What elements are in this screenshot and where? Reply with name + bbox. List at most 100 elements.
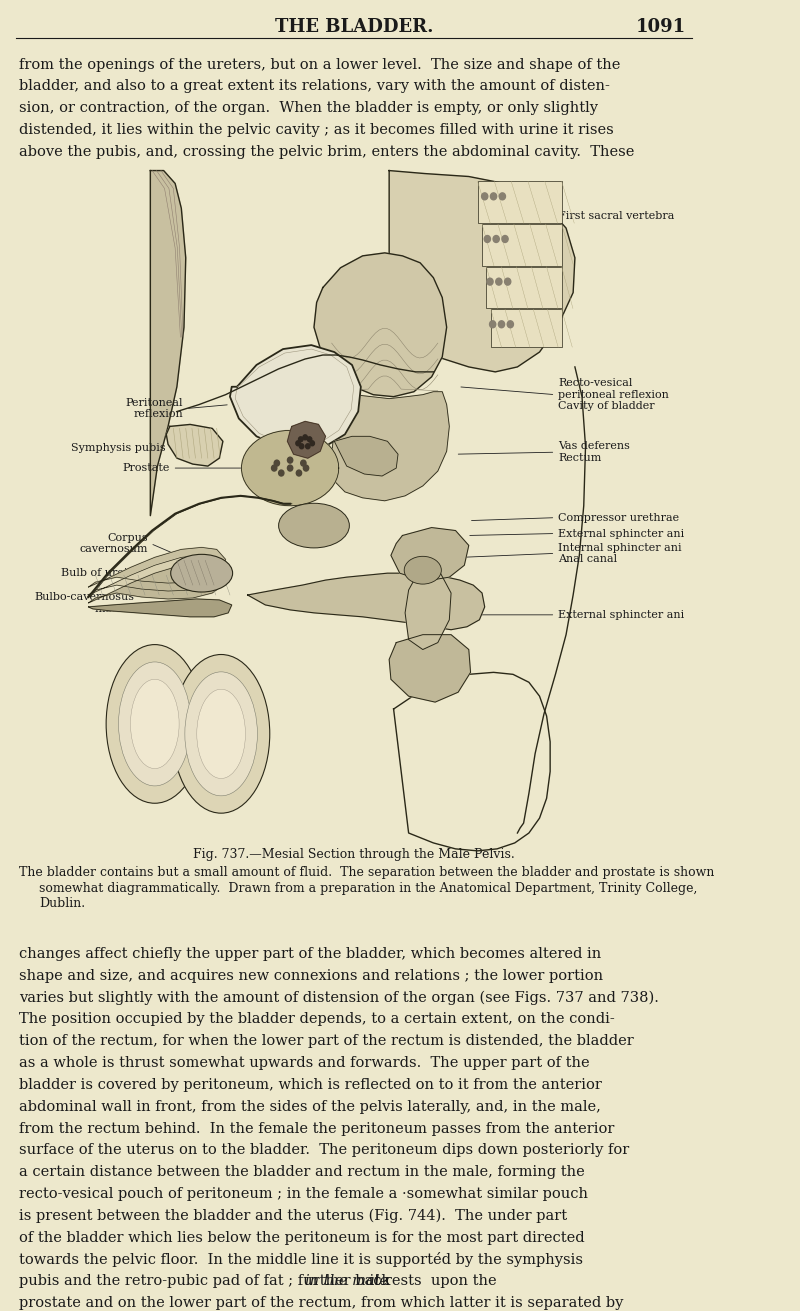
Circle shape [307,437,312,442]
Circle shape [496,278,502,284]
Text: distended, it lies within the pelvic cavity ; as it becomes filled with urine it: distended, it lies within the pelvic cav… [19,123,614,136]
Text: bladder, and also to a great extent its relations, vary with the amount of diste: bladder, and also to a great extent its … [19,80,610,93]
Circle shape [271,465,277,471]
Polygon shape [230,345,361,451]
Text: THE BLADDER.: THE BLADDER. [274,18,433,35]
Text: tion of the rectum, for when the lower part of the rectum is distended, the blad: tion of the rectum, for when the lower p… [19,1034,634,1049]
Circle shape [502,236,508,243]
Circle shape [301,460,306,467]
Text: somewhat diagrammatically.  Drawn from a preparation in the Anatomical Departmen: somewhat diagrammatically. Drawn from a … [39,881,698,894]
Text: towards the pelvic floor.  In the middle line it is supportéd by the symphysis: towards the pelvic floor. In the middle … [19,1252,583,1268]
Text: it rests  upon the: it rests upon the [365,1274,497,1289]
Text: Prostate: Prostate [122,463,170,473]
Circle shape [287,458,293,463]
Text: prostate and on the lower part of the rectum, from which latter it is separated : prostate and on the lower part of the re… [19,1297,624,1310]
Text: of the bladder which lies below the peritoneum is for the most part directed: of the bladder which lies below the peri… [19,1231,585,1244]
Ellipse shape [118,662,191,785]
Ellipse shape [197,690,246,779]
Circle shape [499,193,506,199]
Text: changes affect chiefly the upper part of the bladder, which becomes altered in: changes affect chiefly the upper part of… [19,947,602,961]
Circle shape [310,440,314,446]
Text: Symphysis pubis: Symphysis pubis [70,443,166,454]
Circle shape [505,278,510,284]
Text: abdominal wall in front, from the sides of the pelvis laterally, and, in the mal: abdominal wall in front, from the sides … [19,1100,602,1114]
Text: Compressor urethrae: Compressor urethrae [558,513,679,523]
Polygon shape [89,564,226,603]
Circle shape [303,465,309,471]
Polygon shape [89,556,226,595]
Text: is present between the bladder and the uterus (Fig. 744).  The under part: is present between the bladder and the u… [19,1209,567,1223]
Circle shape [484,236,490,243]
Polygon shape [391,527,469,581]
Polygon shape [314,253,446,397]
Ellipse shape [404,556,442,585]
Text: surface of the uterus on to the bladder.  The peritoneum dips down posteriorly f: surface of the uterus on to the bladder.… [19,1143,630,1158]
Text: above the pubis, and, crossing the pelvic brim, enters the abdominal cavity.  Th: above the pubis, and, crossing the pelvi… [19,144,635,159]
Text: varies but slightly with the amount of distension of the organ (see Figs. 737 an: varies but slightly with the amount of d… [19,991,659,1006]
Text: recto-vesical pouch of peritoneum ; in the female a ·somewhat similar pouch: recto-vesical pouch of peritoneum ; in t… [19,1186,589,1201]
Polygon shape [242,430,338,506]
Circle shape [303,435,307,439]
Circle shape [507,321,514,328]
Bar [491,309,562,347]
Circle shape [298,437,303,442]
Text: from the rectum behind.  In the female the peritoneum passes from the anterior: from the rectum behind. In the female th… [19,1122,615,1135]
Ellipse shape [278,503,350,548]
Polygon shape [248,573,485,629]
Circle shape [287,465,293,471]
Polygon shape [150,170,186,515]
Circle shape [490,193,497,199]
Text: Bulbo-cavernosus
muscle: Bulbo-cavernosus muscle [34,593,134,614]
Circle shape [296,471,302,476]
Circle shape [493,236,499,243]
Polygon shape [89,599,232,616]
Ellipse shape [170,555,233,593]
Text: The position occupied by the bladder depends, to a certain extent, on the condi-: The position occupied by the bladder dep… [19,1012,615,1027]
Polygon shape [287,421,326,458]
Circle shape [498,321,505,328]
Circle shape [299,443,304,448]
Bar [486,266,562,308]
Polygon shape [389,170,575,372]
Text: bladder is covered by peritoneum, which is reflected on to it from the anterior: bladder is covered by peritoneum, which … [19,1078,602,1092]
Circle shape [296,440,300,446]
Text: Bulb of urethra: Bulb of urethra [61,568,148,578]
Circle shape [278,471,284,476]
Circle shape [490,321,496,328]
Text: Vas deferens
Rectum: Vas deferens Rectum [558,442,630,463]
Bar [478,181,562,223]
Text: in the male: in the male [305,1274,388,1289]
Text: First sacral vertebra: First sacral vertebra [558,211,674,222]
Text: Fig. 737.—Mesial Section through the Male Pelvis.: Fig. 737.—Mesial Section through the Mal… [193,848,514,861]
Polygon shape [334,437,398,476]
Text: sion, or contraction, of the organ.  When the bladder is empty, or only slightly: sion, or contraction, of the organ. When… [19,101,598,115]
Polygon shape [332,392,450,501]
Text: Internal sphincter ani
Anal canal: Internal sphincter ani Anal canal [558,543,682,564]
Text: a certain distance between the bladder and rectum in the male, forming the: a certain distance between the bladder a… [19,1165,586,1179]
Bar [482,224,562,266]
Polygon shape [405,573,451,649]
Text: The bladder contains but a small amount of fluid.  The separation between the bl: The bladder contains but a small amount … [19,865,715,878]
Ellipse shape [173,654,270,813]
Text: Recto-vesical
peritoneal reflexion
Cavity of bladder: Recto-vesical peritoneal reflexion Cavit… [558,378,669,412]
Text: Corpus
cavernosum: Corpus cavernosum [79,532,148,555]
Text: pubis and the retro-pubic pad of fat ; further back: pubis and the retro-pubic pad of fat ; f… [19,1274,395,1289]
Ellipse shape [106,645,203,804]
Text: 1091: 1091 [635,18,686,35]
Text: as a whole is thrust somewhat upwards and forwards.  The upper part of the: as a whole is thrust somewhat upwards an… [19,1057,590,1070]
Circle shape [306,443,310,448]
Text: Peritoneal
reflexion: Peritoneal reflexion [126,397,183,420]
Circle shape [487,278,493,284]
Text: shape and size, and acquires new connexions and relations ; the lower portion: shape and size, and acquires new connexi… [19,969,603,983]
Text: from the openings of the ureters, but on a lower level.  The size and shape of t: from the openings of the ureters, but on… [19,58,621,72]
Ellipse shape [130,679,179,768]
Text: Dublin.: Dublin. [39,898,85,910]
Polygon shape [389,635,470,703]
Circle shape [482,193,488,199]
Text: External sphincter ani: External sphincter ani [558,610,684,620]
Text: External sphincter ani: External sphincter ani [558,528,684,539]
Ellipse shape [185,671,258,796]
Polygon shape [89,548,226,587]
Polygon shape [166,425,223,467]
Circle shape [274,460,279,467]
